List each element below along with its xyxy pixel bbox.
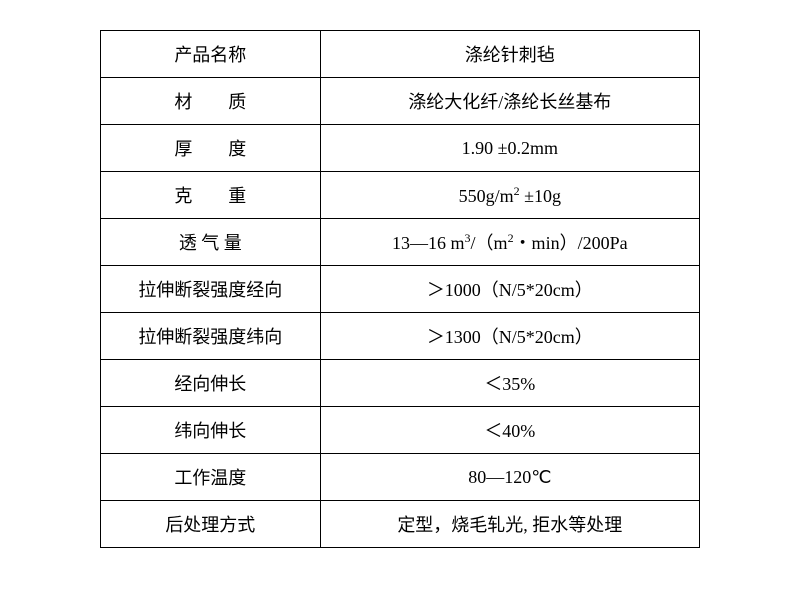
table-row: 拉伸断裂强度经向 ＞1000（N/5*20cm） [101, 266, 700, 313]
table-row: 工作温度 80—120℃ [101, 454, 700, 501]
spec-label: 材 质 [101, 78, 321, 125]
table-row: 厚 度 1.90 ±0.2mm [101, 125, 700, 172]
table-row: 透 气 量 13—16 m3/（m2・min）/200Pa [101, 219, 700, 266]
spec-value: 定型，烧毛轧光, 拒水等处理 [320, 501, 699, 548]
table-row: 材 质 涤纶大化纤/涤纶长丝基布 [101, 78, 700, 125]
product-spec-table: 产品名称 涤纶针刺毡 材 质 涤纶大化纤/涤纶长丝基布 厚 度 1.90 ±0.… [100, 30, 700, 548]
spec-label: 经向伸长 [101, 360, 321, 407]
spec-value: ＜40% [320, 407, 699, 454]
spec-value: ＞1300（N/5*20cm） [320, 313, 699, 360]
spec-value: 80—120℃ [320, 454, 699, 501]
spec-label: 产品名称 [101, 31, 321, 78]
spec-label: 纬向伸长 [101, 407, 321, 454]
spec-value: 涤纶针刺毡 [320, 31, 699, 78]
spec-value: ＞1000（N/5*20cm） [320, 266, 699, 313]
spec-value: 13—16 m3/（m2・min）/200Pa [320, 219, 699, 266]
spec-value: 1.90 ±0.2mm [320, 125, 699, 172]
table-row: 拉伸断裂强度纬向 ＞1300（N/5*20cm） [101, 313, 700, 360]
table-row: 后处理方式 定型，烧毛轧光, 拒水等处理 [101, 501, 700, 548]
table-row: 产品名称 涤纶针刺毡 [101, 31, 700, 78]
spec-label: 透 气 量 [101, 219, 321, 266]
table-row: 经向伸长 ＜35% [101, 360, 700, 407]
spec-value: ＜35% [320, 360, 699, 407]
spec-label: 拉伸断裂强度经向 [101, 266, 321, 313]
spec-value: 550g/m2 ±10g [320, 172, 699, 219]
table-body: 产品名称 涤纶针刺毡 材 质 涤纶大化纤/涤纶长丝基布 厚 度 1.90 ±0.… [101, 31, 700, 548]
spec-value: 涤纶大化纤/涤纶长丝基布 [320, 78, 699, 125]
table-row: 克 重 550g/m2 ±10g [101, 172, 700, 219]
spec-label: 拉伸断裂强度纬向 [101, 313, 321, 360]
spec-label: 克 重 [101, 172, 321, 219]
spec-label: 厚 度 [101, 125, 321, 172]
spec-label: 工作温度 [101, 454, 321, 501]
table-row: 纬向伸长 ＜40% [101, 407, 700, 454]
spec-label: 后处理方式 [101, 501, 321, 548]
